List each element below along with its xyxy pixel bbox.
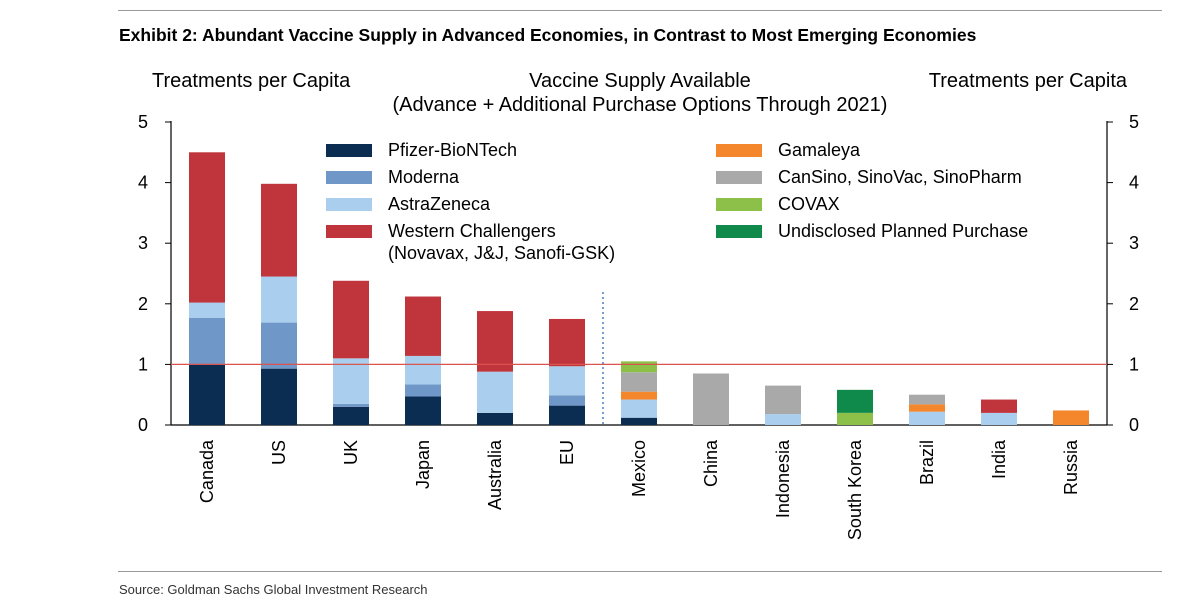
bar-segment	[837, 389, 873, 413]
bar-segment	[909, 394, 945, 405]
x-tick-label: EU	[557, 440, 577, 465]
bar-segment	[621, 391, 657, 400]
bar-segment	[621, 372, 657, 392]
bar-segment	[549, 395, 585, 406]
bottom-rule	[118, 571, 1162, 572]
legend-label-line: Undisclosed Planned Purchase	[778, 221, 1028, 241]
bar-segment	[333, 358, 369, 404]
bar-segment	[621, 361, 657, 373]
y-axis-label-left: Treatments per Capita	[152, 70, 351, 92]
legend-label-line: COVAX	[778, 194, 840, 214]
legend-label: COVAX	[778, 194, 840, 214]
bar-segment	[981, 399, 1017, 413]
bar-segment	[477, 311, 513, 372]
legend-label: Gamaleya	[778, 140, 861, 160]
bar-segment	[549, 366, 585, 396]
y-tick-label-left: 4	[138, 173, 148, 193]
x-tick-label: Russia	[1061, 439, 1081, 495]
bar-segment	[333, 406, 369, 425]
bar-segment	[261, 322, 297, 369]
legend-label-line: (Novavax, J&J, Sanofi-GSK)	[388, 243, 615, 263]
y-tick-label-right: 5	[1129, 112, 1139, 132]
x-tick-label: Canada	[197, 439, 217, 503]
bar-segment	[261, 183, 297, 277]
legend-label-line: Pfizer-BioNTech	[388, 140, 517, 160]
y-tick-label-left: 5	[138, 112, 148, 132]
chart-title: Vaccine Supply Available	[529, 70, 751, 92]
x-tick-label: UK	[341, 440, 361, 465]
y-tick-label-left: 2	[138, 294, 148, 314]
legend-swatch	[326, 198, 372, 211]
bar-segment	[405, 296, 441, 356]
bar-segment	[981, 412, 1017, 425]
bar-segment	[405, 396, 441, 425]
x-tick-label: Japan	[413, 440, 433, 489]
legend-label: AstraZeneca	[388, 194, 491, 214]
x-tick-label: China	[701, 439, 721, 487]
top-rule	[118, 10, 1162, 11]
legend-label-line: AstraZeneca	[388, 194, 491, 214]
bar-segment	[477, 371, 513, 413]
legend-label: Western Challengers (Novavax, J&J, Sanofi…	[388, 221, 615, 263]
bar-segment	[693, 373, 729, 425]
bar-segment	[189, 302, 225, 318]
bar-segment	[837, 412, 873, 425]
bar-segment	[549, 318, 585, 367]
x-tick-label: Australia	[485, 439, 505, 510]
x-tick-label: South Korea	[845, 439, 865, 540]
chart-subtitle: (Advance + Additional Purchase Options T…	[393, 94, 888, 116]
y-tick-label-left: 1	[138, 354, 148, 374]
bar-segment	[621, 417, 657, 425]
bar-segment	[477, 412, 513, 425]
y-tick-label-right: 4	[1129, 173, 1139, 193]
x-tick-label: India	[989, 439, 1009, 479]
bar-segment	[405, 384, 441, 397]
legend-label: Pfizer-BioNTech	[388, 140, 517, 160]
bar-segment	[189, 364, 225, 425]
x-tick-label: US	[269, 440, 289, 465]
bar-segment	[333, 403, 369, 407]
y-tick-label-right: 1	[1129, 354, 1139, 374]
source-note: Source: Goldman Sachs Global Investment …	[119, 582, 428, 597]
legend-swatch	[716, 171, 762, 184]
legend-swatch	[716, 198, 762, 211]
bar-segment	[189, 152, 225, 303]
legend-swatch	[326, 225, 372, 238]
legend-label-line: Gamaleya	[778, 140, 861, 160]
x-tick-label: Indonesia	[773, 439, 793, 518]
legend-swatch	[716, 225, 762, 238]
bar-segment	[765, 385, 801, 415]
bar-segment	[261, 276, 297, 323]
bar-segment	[765, 414, 801, 425]
legend-swatch	[326, 171, 372, 184]
bar-segment	[1053, 410, 1089, 425]
x-tick-label: Brazil	[917, 440, 937, 485]
y-tick-label-right: 2	[1129, 294, 1139, 314]
y-tick-label-left: 0	[138, 415, 148, 435]
legend-label: Undisclosed Planned Purchase	[778, 221, 1028, 241]
y-tick-label-right: 0	[1129, 415, 1139, 435]
legend-label-line: Moderna	[388, 167, 460, 187]
legend-label: CanSino, SinoVac, SinoPharm	[778, 167, 1022, 187]
bar-segment	[405, 355, 441, 385]
x-tick-label: Mexico	[629, 440, 649, 497]
legend-swatch	[326, 144, 372, 157]
legend-label-line: Western Challengers	[388, 221, 556, 241]
legend-label: Moderna	[388, 167, 460, 187]
y-tick-label-right: 3	[1129, 233, 1139, 253]
legend-label-line: CanSino, SinoVac, SinoPharm	[778, 167, 1022, 187]
y-tick-label-left: 3	[138, 233, 148, 253]
bar-segment	[621, 399, 657, 418]
bar-segment	[549, 405, 585, 425]
legend-swatch	[716, 144, 762, 157]
bar-segment	[333, 280, 369, 359]
bar-segment	[261, 368, 297, 425]
bar-segment	[909, 404, 945, 412]
y-axis-label-right: Treatments per Capita	[929, 70, 1128, 92]
bar-segment	[909, 411, 945, 425]
bar-segment	[189, 317, 225, 365]
exhibit-title: Exhibit 2: Abundant Vaccine Supply in Ad…	[119, 25, 977, 45]
